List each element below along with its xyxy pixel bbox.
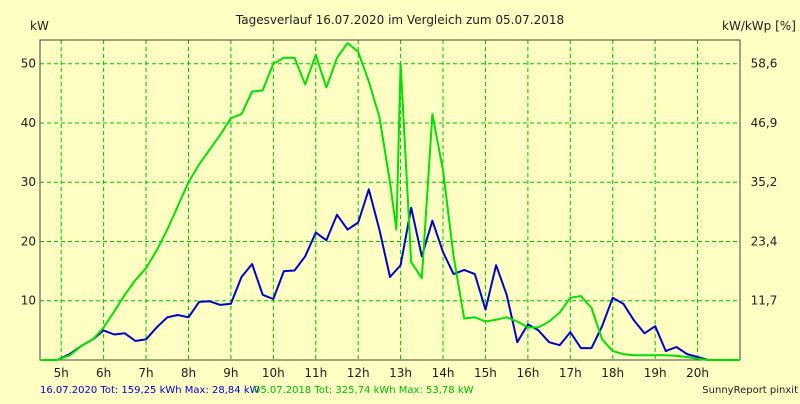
footer-right: SunnyReport pinxit [702,385,798,396]
x-tick-label: 14h [432,366,455,380]
y-tick-label-right: 46,9 [751,116,778,130]
y-tick-label-left: 20 [21,234,36,248]
y-tick-label-left: 10 [21,294,36,308]
y-axis-label-right: kW/kWp [%] [722,19,796,33]
x-tick-label: 15h [474,366,497,380]
x-tick-label: 8h [181,366,196,380]
x-tick-label: 5h [54,366,69,380]
footer-blue: 16.07.2020 Tot: 159,25 kWh Max: 28,84 kW [40,385,260,396]
y-tick-label-right: 35,2 [751,175,778,189]
y-tick-label-right: 58,6 [751,57,778,71]
x-tick-label: 18h [601,366,624,380]
footer-green: 05.07.2018 Tot: 325,74 kWh Max: 53,78 kW [254,385,474,396]
x-tick-label: 9h [223,366,238,380]
x-tick-label: 16h [516,366,539,380]
y-tick-label-left: 30 [21,175,36,189]
x-tick-label: 7h [138,366,153,380]
plot-frame [39,39,741,361]
x-tick-label: 20h [686,366,709,380]
x-tick-label: 13h [389,366,412,380]
y-tick-label-left: 40 [21,116,36,130]
x-tick-label: 19h [644,366,667,380]
grid [40,40,740,360]
series-group [40,42,740,361]
x-tick-label: 17h [559,366,582,380]
y-tick-label-right: 11,7 [751,294,778,308]
series-line-1 [40,188,740,361]
x-tick-label: 11h [304,366,327,380]
chart-title: Tagesverlauf 16.07.2020 im Vergleich zum… [235,13,564,27]
series-line-2 [40,42,740,361]
y-axis-label-left: kW [30,19,49,33]
y-tick-label-right: 23,4 [751,234,778,248]
x-tick-label: 10h [262,366,285,380]
x-tick-label: 6h [96,366,111,380]
axes: 5h 6h 7h 8h 9h 10h 11h 12h 13h 14h 15h 16h 17h 18h 19h… [21,39,778,380]
x-tick-label: 12h [347,366,370,380]
y-tick-label-left: 50 [21,57,36,71]
plot-area [40,40,740,360]
